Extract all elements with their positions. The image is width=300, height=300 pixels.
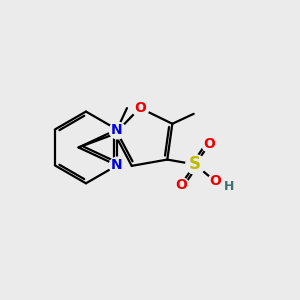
Text: O: O xyxy=(203,137,215,151)
Text: H: H xyxy=(224,180,234,193)
Text: O: O xyxy=(209,174,220,188)
Text: S: S xyxy=(189,155,201,173)
Text: N: N xyxy=(111,158,123,172)
Text: O: O xyxy=(134,101,146,115)
Text: N: N xyxy=(111,122,123,136)
Text: O: O xyxy=(175,178,187,192)
